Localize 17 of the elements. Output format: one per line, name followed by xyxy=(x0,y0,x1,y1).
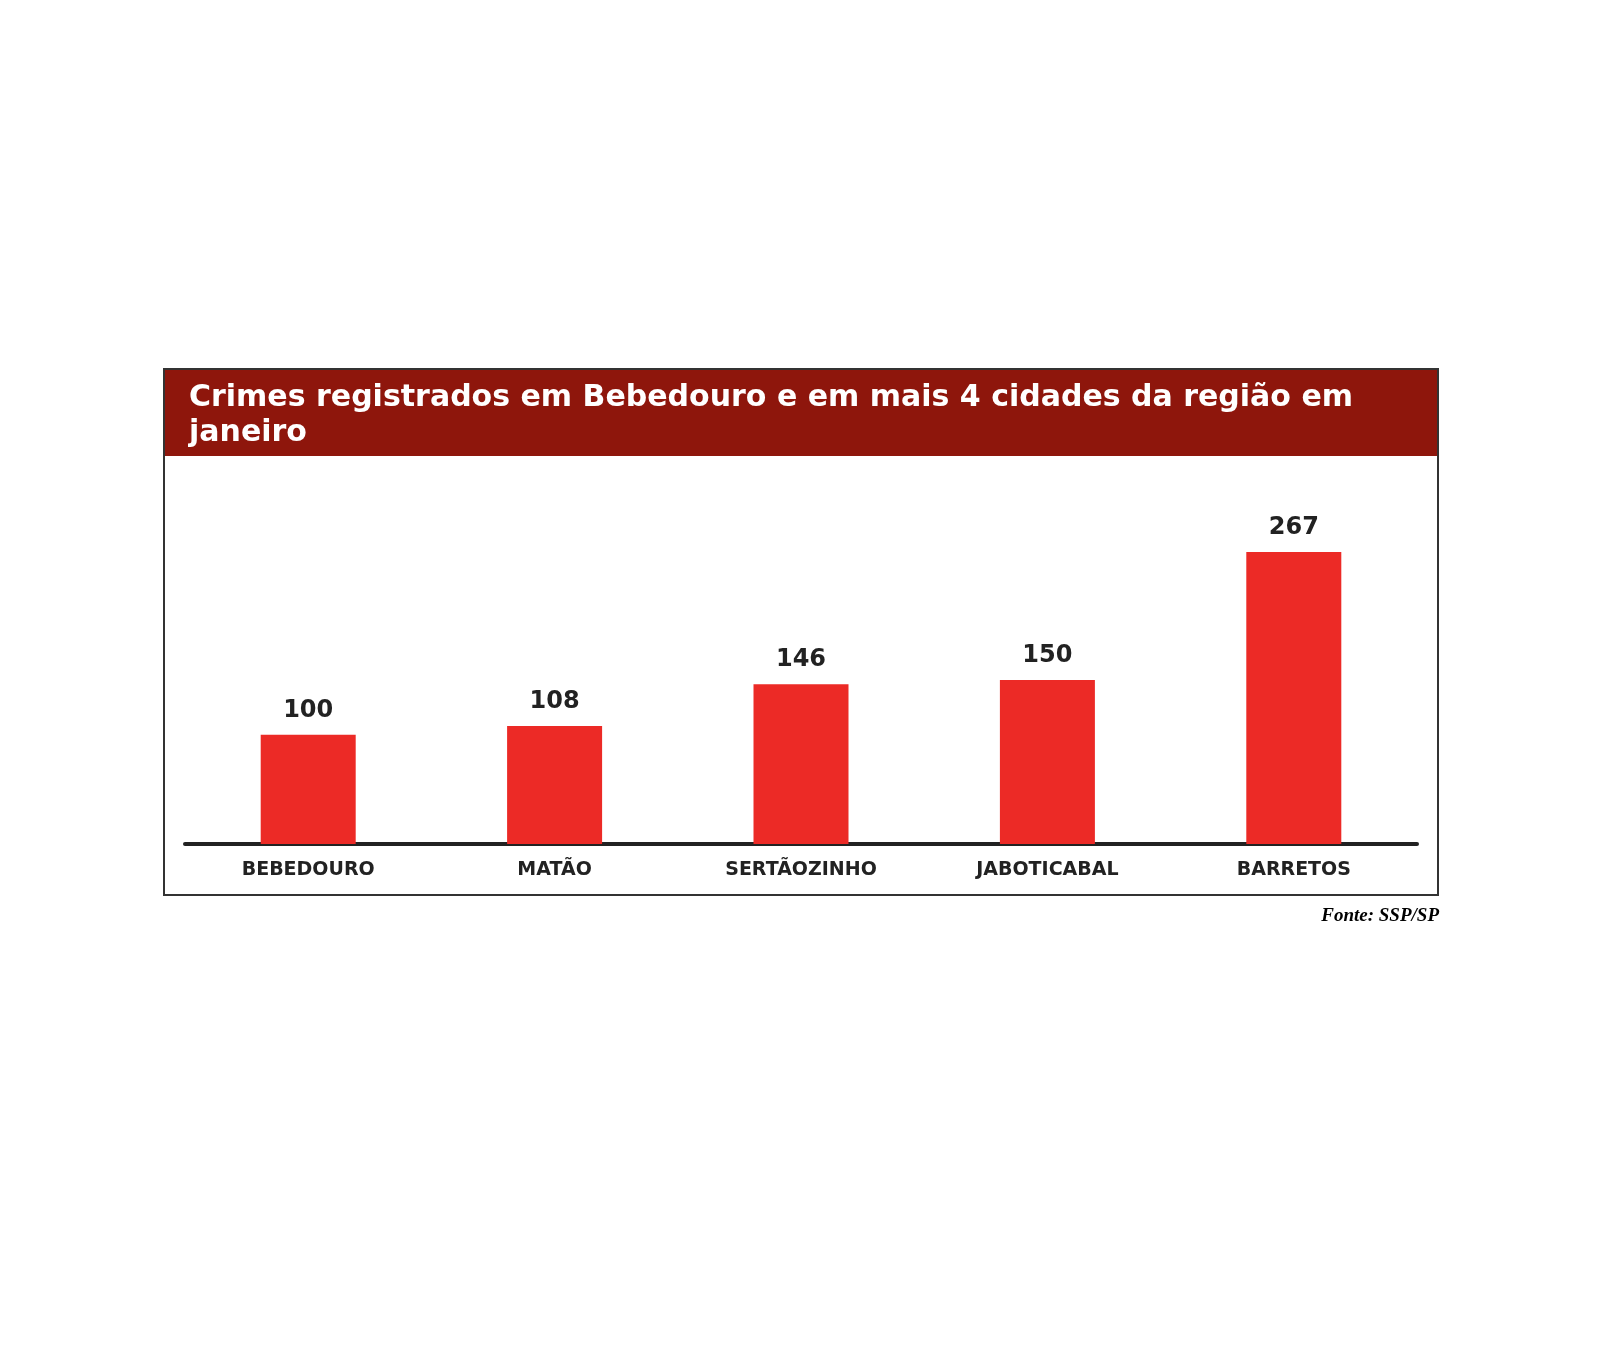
bar xyxy=(1246,552,1342,844)
x-tick-label: SERTÃOZINHO xyxy=(725,855,877,879)
bar xyxy=(507,725,603,844)
data-label: 108 xyxy=(529,685,580,714)
bar xyxy=(753,684,849,844)
data-label: 150 xyxy=(1022,640,1073,668)
x-tick-label: JABOTICABAL xyxy=(974,856,1119,879)
data-label: 146 xyxy=(775,644,827,673)
data-label: 100 xyxy=(283,694,334,723)
x-tick-label: BEBEDOURO xyxy=(241,856,375,879)
x-tick-label: BARRETOS xyxy=(1236,856,1351,879)
x-tick-label: MATÃO xyxy=(517,855,592,879)
bar xyxy=(260,734,356,844)
bar xyxy=(999,680,1095,844)
chart-title: Crimes registrados em Bebedouro e em mais 4 cidades da região em janeiro xyxy=(165,370,1437,456)
data-label: 267 xyxy=(1268,512,1319,541)
source-note: Fonte: SSP/SP xyxy=(1320,904,1439,926)
